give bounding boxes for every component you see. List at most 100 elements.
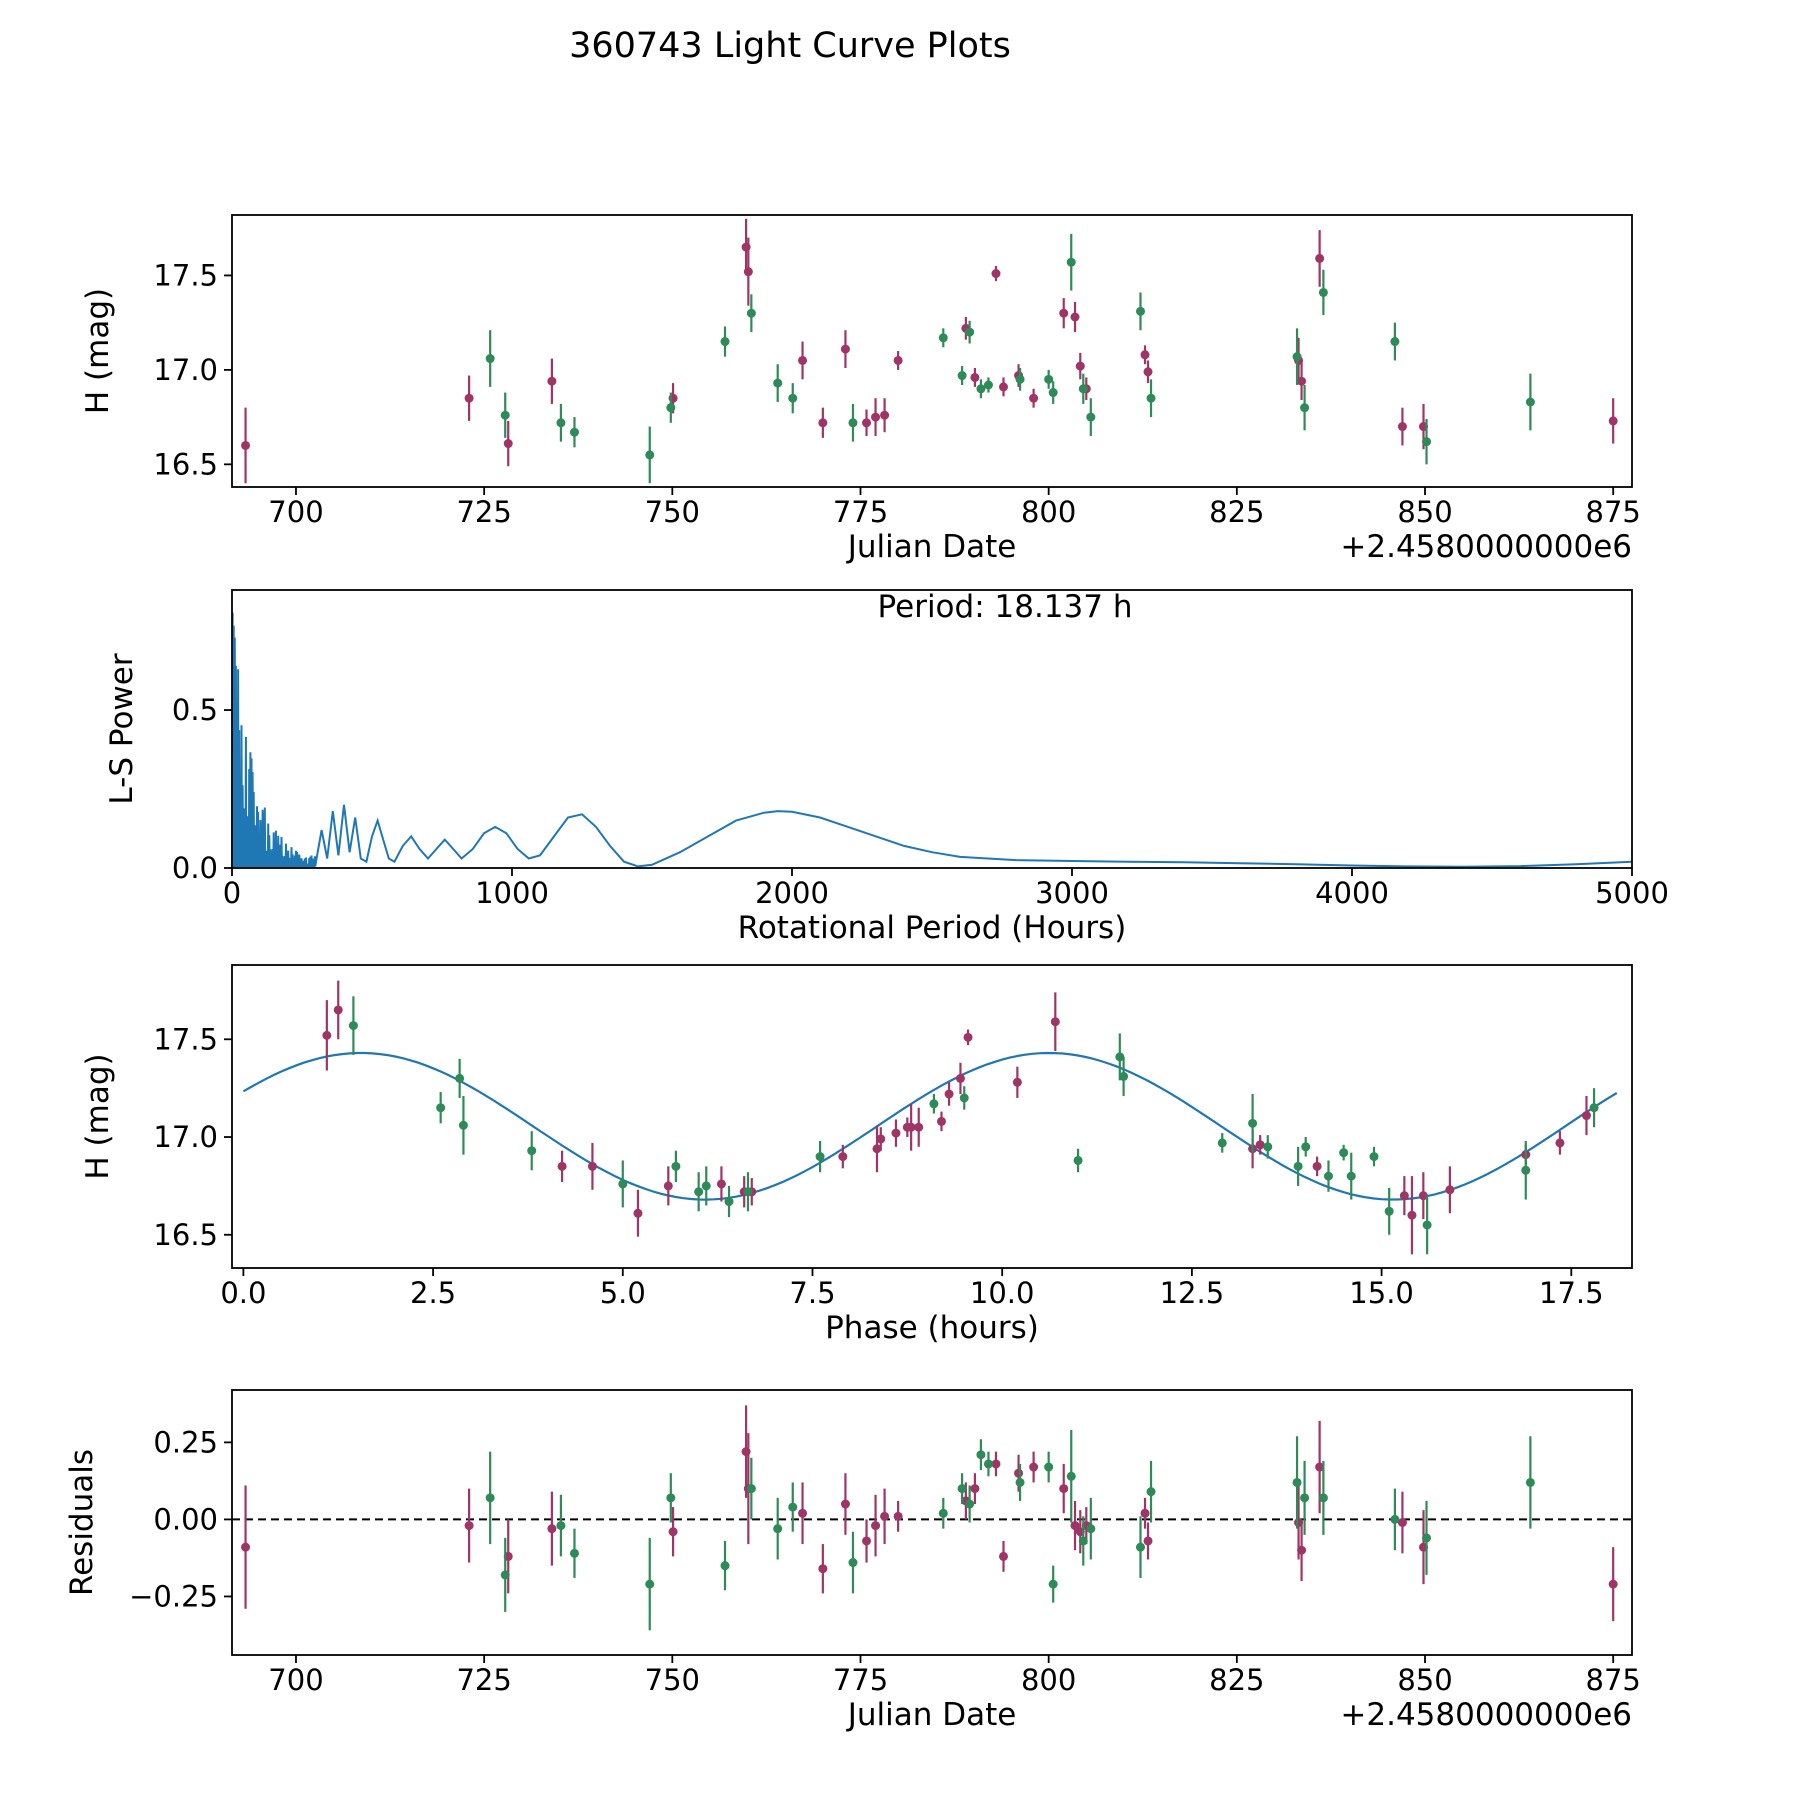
- data-point: [1346, 1171, 1356, 1181]
- axes-frame-periodogram: [231, 589, 1633, 869]
- data-point: [569, 1548, 579, 1558]
- data-point: [1140, 1508, 1150, 1518]
- y-tick-label: 17.5: [153, 1022, 218, 1056]
- data-point: [1555, 1138, 1565, 1148]
- data-point: [999, 1551, 1009, 1561]
- data-point: [1255, 1140, 1265, 1150]
- data-point: [1014, 1468, 1024, 1478]
- ylabel-residuals: Residuals: [64, 1449, 100, 1596]
- data-point: [891, 1128, 901, 1138]
- data-point: [840, 1499, 850, 1509]
- data-point: [322, 1030, 332, 1040]
- data-point: [957, 371, 967, 381]
- data-point: [746, 1484, 756, 1494]
- data-point: [1015, 1477, 1025, 1487]
- data-point: [1521, 1165, 1531, 1175]
- x-tick-label: 875: [1586, 495, 1641, 529]
- data-point: [1407, 1210, 1417, 1220]
- data-point: [1297, 1545, 1307, 1555]
- data-point: [1315, 253, 1325, 263]
- data-point: [818, 1564, 828, 1574]
- data-point: [557, 1161, 567, 1171]
- data-point: [871, 412, 881, 422]
- data-point: [1119, 1071, 1129, 1081]
- data-point: [1422, 437, 1432, 447]
- data-point: [241, 440, 251, 450]
- periodogram-line: [231, 612, 1633, 869]
- x-tick-label: 15.0: [1349, 1276, 1414, 1310]
- data-point: [970, 372, 980, 382]
- data-point: [1143, 1536, 1153, 1546]
- data-point: [862, 1536, 872, 1546]
- data-point: [1029, 393, 1039, 403]
- data-point: [716, 1179, 726, 1189]
- data-point: [848, 418, 858, 428]
- data-point: [1315, 1462, 1325, 1472]
- data-point: [746, 308, 756, 318]
- xlabel-residuals: Julian Date: [846, 1697, 1017, 1733]
- data-point: [906, 1122, 916, 1132]
- data-point: [1318, 1493, 1328, 1503]
- x-tick-label: 700: [268, 495, 323, 529]
- data-point: [743, 1187, 753, 1197]
- y-tick-label: 0.00: [153, 1502, 218, 1536]
- data-point: [1066, 257, 1076, 267]
- data-point: [500, 1570, 510, 1580]
- data-point: [959, 1093, 969, 1103]
- data-point: [991, 1459, 1001, 1469]
- x-tick-label: 775: [833, 495, 888, 529]
- data-point: [436, 1103, 446, 1113]
- y-tick-label: 0.25: [153, 1425, 218, 1459]
- data-point: [1422, 1220, 1432, 1230]
- data-point: [724, 1197, 734, 1207]
- data-point: [876, 1134, 886, 1144]
- y-tick-label: 17.5: [153, 258, 218, 292]
- ylabel-phase-curve: H (mag): [80, 1053, 116, 1179]
- ylabel-periodogram: L-S Power: [104, 653, 140, 804]
- data-point: [788, 393, 798, 403]
- data-point: [1075, 361, 1085, 371]
- data-point: [1312, 1161, 1322, 1171]
- data-point: [666, 1493, 676, 1503]
- data-point: [500, 410, 510, 420]
- data-point: [976, 1450, 986, 1460]
- data-point: [1263, 1142, 1273, 1152]
- data-point: [1066, 1471, 1076, 1481]
- x-tick-label: 1000: [475, 876, 549, 910]
- data-point: [1369, 1152, 1379, 1162]
- data-point: [893, 355, 903, 365]
- data-point: [464, 393, 474, 403]
- data-point: [348, 1021, 358, 1031]
- data-point: [1050, 1017, 1060, 1027]
- y-tick-label: 16.5: [153, 447, 218, 481]
- data-point: [938, 1508, 948, 1518]
- data-point: [720, 337, 730, 347]
- data-point: [815, 1152, 825, 1162]
- panel-light-curve: [241, 218, 1618, 484]
- x-tick-label: 2.5: [410, 1276, 456, 1310]
- data-point: [694, 1187, 704, 1197]
- data-point: [838, 1152, 848, 1162]
- x-tick-label: 775: [833, 1663, 888, 1697]
- data-point: [862, 418, 872, 428]
- axes-frame-residuals: [231, 1389, 1633, 1656]
- data-point: [1073, 1155, 1083, 1165]
- data-point: [503, 439, 513, 449]
- figure-title: 360743 Light Curve Plots: [569, 26, 1011, 66]
- data-point: [527, 1146, 537, 1156]
- data-point: [485, 1493, 495, 1503]
- y-tick-label: 17.0: [153, 353, 218, 387]
- x-tick-label: 0.0: [220, 1276, 266, 1310]
- xlabel-periodogram: Rotational Period (Hours): [738, 910, 1127, 946]
- data-point: [1012, 1077, 1022, 1087]
- data-point: [701, 1181, 711, 1191]
- x-tick-label: 725: [456, 1663, 511, 1697]
- data-point: [547, 376, 557, 386]
- period-annotation: Period: 18.137 h: [878, 589, 1133, 625]
- data-point: [965, 327, 975, 337]
- panel-phase-curve: [242, 980, 1618, 1255]
- data-point: [957, 1484, 967, 1494]
- data-point: [1581, 1111, 1591, 1121]
- data-point: [1015, 374, 1025, 384]
